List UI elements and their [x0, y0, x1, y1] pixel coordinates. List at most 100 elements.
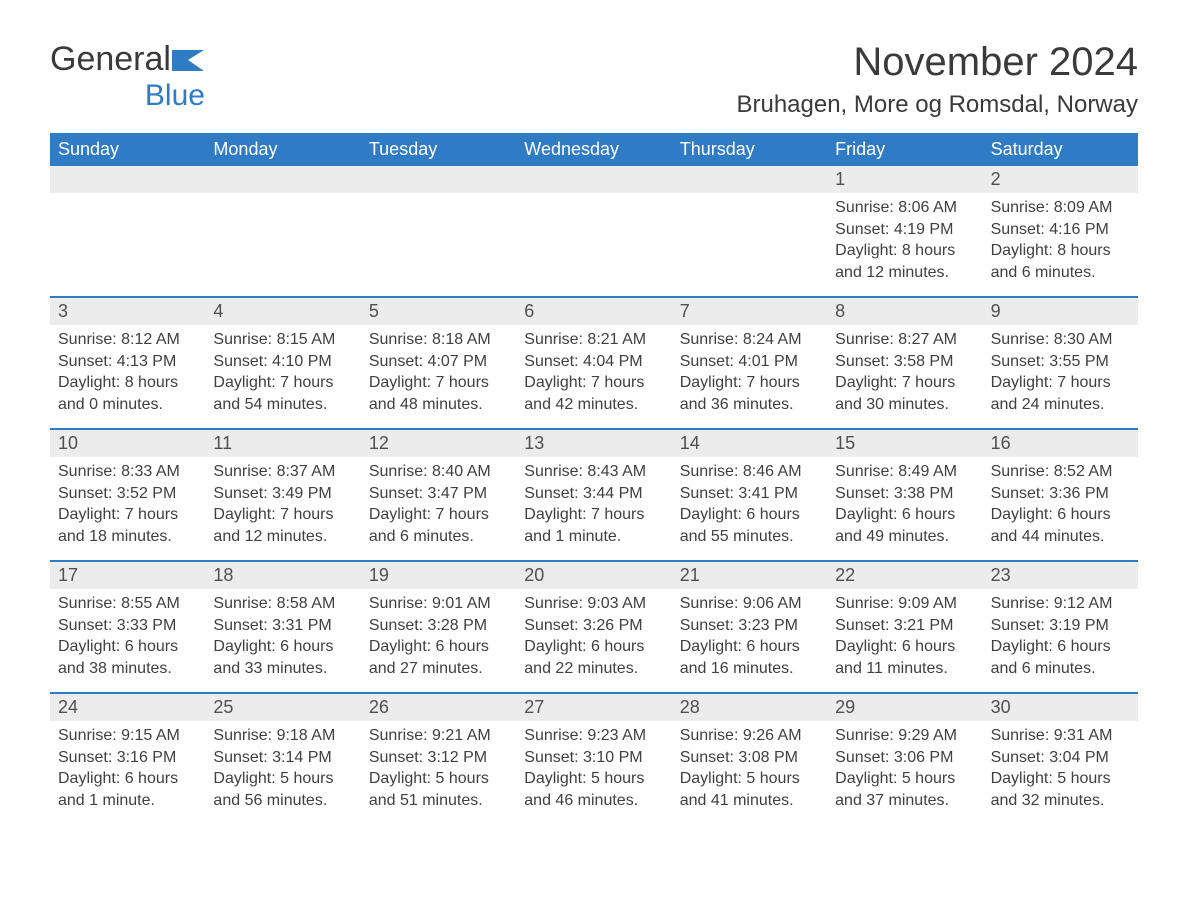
sunset-text: Sunset: 3:04 PM: [991, 747, 1130, 769]
daylight-text-2: and 16 minutes.: [680, 658, 819, 680]
sunset-text: Sunset: 3:12 PM: [369, 747, 508, 769]
sunset-text: Sunset: 3:52 PM: [58, 483, 197, 505]
day-details: Sunrise: 8:09 AMSunset: 4:16 PMDaylight:…: [983, 193, 1138, 283]
day-number: 4: [205, 298, 360, 325]
weekday-monday: Monday: [205, 133, 360, 166]
sunset-text: Sunset: 3:06 PM: [835, 747, 974, 769]
daylight-text: Daylight: 6 hours: [369, 636, 508, 658]
day-details: Sunrise: 9:29 AMSunset: 3:06 PMDaylight:…: [827, 721, 982, 811]
day-details: Sunrise: 9:31 AMSunset: 3:04 PMDaylight:…: [983, 721, 1138, 811]
day-number: 10: [50, 430, 205, 457]
day-cell: 20Sunrise: 9:03 AMSunset: 3:26 PMDayligh…: [516, 562, 671, 692]
sunset-text: Sunset: 4:01 PM: [680, 351, 819, 373]
day-number: 6: [516, 298, 671, 325]
sunset-text: Sunset: 3:55 PM: [991, 351, 1130, 373]
daylight-text-2: and 27 minutes.: [369, 658, 508, 680]
sunrise-text: Sunrise: 8:33 AM: [58, 461, 197, 483]
day-number: 3: [50, 298, 205, 325]
daylight-text-2: and 11 minutes.: [835, 658, 974, 680]
daylight-text: Daylight: 6 hours: [835, 636, 974, 658]
week-row: 3Sunrise: 8:12 AMSunset: 4:13 PMDaylight…: [50, 296, 1138, 428]
day-details: Sunrise: 9:23 AMSunset: 3:10 PMDaylight:…: [516, 721, 671, 811]
sunset-text: Sunset: 3:10 PM: [524, 747, 663, 769]
day-cell: 1Sunrise: 8:06 AMSunset: 4:19 PMDaylight…: [827, 166, 982, 296]
daylight-text: Daylight: 5 hours: [835, 768, 974, 790]
daylight-text: Daylight: 7 hours: [213, 504, 352, 526]
sunrise-text: Sunrise: 8:15 AM: [213, 329, 352, 351]
day-details: Sunrise: 8:52 AMSunset: 3:36 PMDaylight:…: [983, 457, 1138, 547]
day-cell: 26Sunrise: 9:21 AMSunset: 3:12 PMDayligh…: [361, 694, 516, 824]
header: General Blue November 2024 Bruhagen, Mor…: [50, 40, 1138, 119]
sunrise-text: Sunrise: 9:31 AM: [991, 725, 1130, 747]
day-number: 14: [672, 430, 827, 457]
sunset-text: Sunset: 3:47 PM: [369, 483, 508, 505]
day-cell: 9Sunrise: 8:30 AMSunset: 3:55 PMDaylight…: [983, 298, 1138, 428]
sunset-text: Sunset: 3:28 PM: [369, 615, 508, 637]
day-number: [672, 166, 827, 193]
day-details: Sunrise: 8:37 AMSunset: 3:49 PMDaylight:…: [205, 457, 360, 547]
daylight-text-2: and 44 minutes.: [991, 526, 1130, 548]
day-cell: 15Sunrise: 8:49 AMSunset: 3:38 PMDayligh…: [827, 430, 982, 560]
sunset-text: Sunset: 3:33 PM: [58, 615, 197, 637]
day-number: 28: [672, 694, 827, 721]
daylight-text-2: and 37 minutes.: [835, 790, 974, 812]
day-cell: 13Sunrise: 8:43 AMSunset: 3:44 PMDayligh…: [516, 430, 671, 560]
day-cell: 17Sunrise: 8:55 AMSunset: 3:33 PMDayligh…: [50, 562, 205, 692]
sunrise-text: Sunrise: 9:12 AM: [991, 593, 1130, 615]
month-title: November 2024: [736, 40, 1138, 85]
logo-text-general: General: [50, 40, 171, 79]
sunset-text: Sunset: 4:04 PM: [524, 351, 663, 373]
day-cell: 29Sunrise: 9:29 AMSunset: 3:06 PMDayligh…: [827, 694, 982, 824]
day-cell: 21Sunrise: 9:06 AMSunset: 3:23 PMDayligh…: [672, 562, 827, 692]
day-number: 30: [983, 694, 1138, 721]
sunset-text: Sunset: 4:19 PM: [835, 219, 974, 241]
daylight-text-2: and 1 minute.: [58, 790, 197, 812]
weekday-header: SundayMondayTuesdayWednesdayThursdayFrid…: [50, 133, 1138, 166]
day-cell: 16Sunrise: 8:52 AMSunset: 3:36 PMDayligh…: [983, 430, 1138, 560]
sunset-text: Sunset: 3:41 PM: [680, 483, 819, 505]
day-number: 24: [50, 694, 205, 721]
day-details: Sunrise: 9:21 AMSunset: 3:12 PMDaylight:…: [361, 721, 516, 811]
day-details: Sunrise: 9:15 AMSunset: 3:16 PMDaylight:…: [50, 721, 205, 811]
daylight-text-2: and 12 minutes.: [213, 526, 352, 548]
daylight-text: Daylight: 7 hours: [369, 504, 508, 526]
daylight-text-2: and 55 minutes.: [680, 526, 819, 548]
day-number: 22: [827, 562, 982, 589]
day-details: Sunrise: 8:30 AMSunset: 3:55 PMDaylight:…: [983, 325, 1138, 415]
logo: General Blue: [50, 40, 205, 113]
daylight-text: Daylight: 6 hours: [524, 636, 663, 658]
sunrise-text: Sunrise: 8:24 AM: [680, 329, 819, 351]
weekday-saturday: Saturday: [983, 133, 1138, 166]
sunrise-text: Sunrise: 9:23 AM: [524, 725, 663, 747]
day-number: 5: [361, 298, 516, 325]
daylight-text-2: and 46 minutes.: [524, 790, 663, 812]
weekday-tuesday: Tuesday: [361, 133, 516, 166]
day-details: Sunrise: 9:18 AMSunset: 3:14 PMDaylight:…: [205, 721, 360, 811]
day-number: 18: [205, 562, 360, 589]
day-number: 1: [827, 166, 982, 193]
daylight-text-2: and 49 minutes.: [835, 526, 974, 548]
day-number: 20: [516, 562, 671, 589]
sunrise-text: Sunrise: 8:46 AM: [680, 461, 819, 483]
daylight-text: Daylight: 6 hours: [680, 636, 819, 658]
day-number: 7: [672, 298, 827, 325]
day-details: Sunrise: 9:26 AMSunset: 3:08 PMDaylight:…: [672, 721, 827, 811]
day-cell: 5Sunrise: 8:18 AMSunset: 4:07 PMDaylight…: [361, 298, 516, 428]
day-cell: 4Sunrise: 8:15 AMSunset: 4:10 PMDaylight…: [205, 298, 360, 428]
daylight-text: Daylight: 5 hours: [680, 768, 819, 790]
day-number: [205, 166, 360, 193]
day-cell: 27Sunrise: 9:23 AMSunset: 3:10 PMDayligh…: [516, 694, 671, 824]
daylight-text-2: and 54 minutes.: [213, 394, 352, 416]
day-cell: 6Sunrise: 8:21 AMSunset: 4:04 PMDaylight…: [516, 298, 671, 428]
daylight-text: Daylight: 6 hours: [58, 636, 197, 658]
daylight-text: Daylight: 7 hours: [369, 372, 508, 394]
day-details: Sunrise: 8:43 AMSunset: 3:44 PMDaylight:…: [516, 457, 671, 547]
day-details: Sunrise: 8:46 AMSunset: 3:41 PMDaylight:…: [672, 457, 827, 547]
daylight-text: Daylight: 6 hours: [58, 768, 197, 790]
day-details: Sunrise: 9:01 AMSunset: 3:28 PMDaylight:…: [361, 589, 516, 679]
sunrise-text: Sunrise: 8:49 AM: [835, 461, 974, 483]
day-details: Sunrise: 8:24 AMSunset: 4:01 PMDaylight:…: [672, 325, 827, 415]
daylight-text-2: and 33 minutes.: [213, 658, 352, 680]
sunset-text: Sunset: 3:08 PM: [680, 747, 819, 769]
day-details: Sunrise: 8:15 AMSunset: 4:10 PMDaylight:…: [205, 325, 360, 415]
